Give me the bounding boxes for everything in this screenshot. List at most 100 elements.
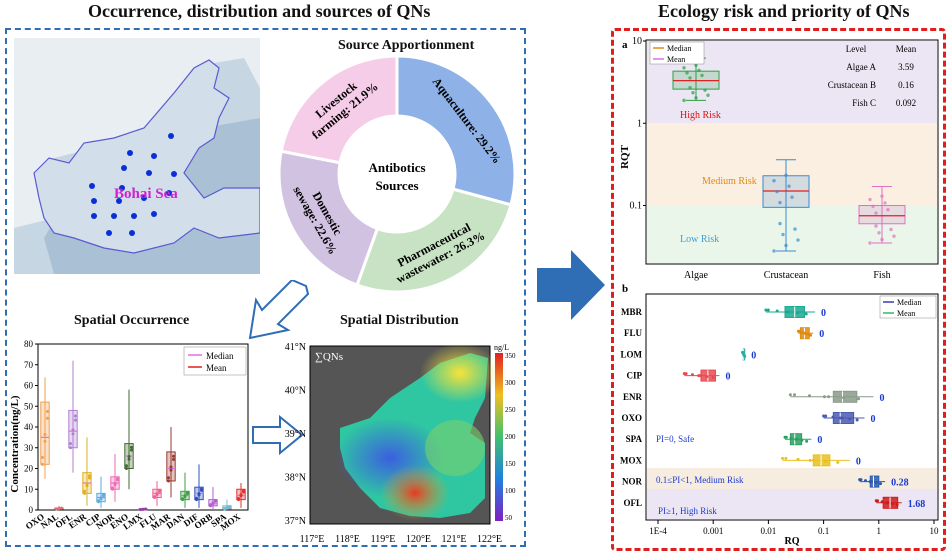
pi-value: 0	[821, 308, 826, 319]
x-tick-label: 0.1	[818, 526, 829, 536]
data-point	[43, 432, 47, 436]
data-point	[83, 491, 86, 495]
data-point	[764, 308, 768, 312]
y-tick-label: OXO	[621, 413, 642, 423]
occurrence-title: Spatial Occurrence	[74, 313, 190, 328]
data-point	[790, 195, 794, 199]
occ-legend-median: Median	[206, 351, 234, 361]
rqt-legend: Median Mean	[649, 41, 705, 65]
data-point	[700, 73, 704, 78]
data-point	[169, 465, 173, 469]
data-point	[144, 507, 147, 511]
data-point	[793, 393, 797, 397]
data-point	[69, 446, 72, 450]
label-b: b	[622, 283, 628, 295]
data-point	[877, 231, 881, 235]
medium-band-label: 0.1≤PI<1, Medium Risk	[656, 475, 744, 485]
pi-value: 0	[819, 329, 824, 340]
data-point	[74, 418, 77, 422]
data-point	[130, 445, 133, 449]
pi-value: 1.68	[908, 499, 926, 510]
data-point	[880, 500, 884, 504]
data-point	[805, 439, 809, 443]
data-point	[214, 499, 217, 503]
data-point	[225, 505, 229, 509]
data-point	[158, 488, 161, 492]
high-risk-label: High Risk	[680, 110, 721, 121]
data-point	[891, 502, 895, 506]
y-tick-label: OFL	[623, 498, 642, 508]
data-point	[169, 468, 173, 472]
data-point	[874, 211, 878, 215]
data-point	[827, 395, 831, 399]
data-point	[859, 478, 863, 482]
data-point	[775, 309, 779, 313]
sampling-sites	[89, 133, 177, 236]
data-point	[183, 494, 187, 498]
data-point	[775, 189, 779, 194]
data-point	[690, 373, 694, 377]
lat-label: 41°N	[285, 342, 306, 353]
source-donut: Aquaculture: 29.2%Pharmaceuticalwastewat…	[277, 54, 517, 294]
rq-chart: b PI=0, Safe 0.1≤PI<1, Medium Risk PI≥1,…	[620, 283, 940, 547]
y-tick-label: LOM	[621, 349, 643, 359]
data-point	[694, 63, 698, 67]
y-tick-label: CIP	[627, 371, 643, 381]
data-point	[742, 352, 746, 356]
data-point	[41, 462, 44, 466]
y-tick-label: 50	[24, 401, 34, 411]
data-point	[766, 308, 770, 312]
data-point	[55, 507, 58, 511]
data-point	[211, 501, 215, 505]
lat-label: 40°N	[285, 386, 306, 397]
data-point	[181, 497, 184, 501]
distribution-map-label: ∑QNs	[315, 351, 343, 363]
rq-xlabel: RQ	[785, 536, 800, 547]
data-point	[797, 329, 801, 333]
data-point	[796, 238, 800, 242]
colorbar-tick-label: 300	[505, 379, 516, 387]
data-point	[74, 414, 77, 418]
data-point	[239, 493, 243, 497]
data-point	[172, 454, 175, 458]
mean-table-row-level: Crustacean B	[828, 80, 876, 90]
data-point	[874, 224, 878, 228]
mean-table-row-level: Fish C	[852, 98, 876, 108]
data-point	[688, 76, 692, 80]
lon-label: 119°E	[371, 534, 396, 545]
data-point	[111, 486, 114, 490]
data-point	[876, 499, 880, 503]
data-point	[836, 460, 840, 464]
data-point	[804, 312, 808, 316]
data-point	[796, 457, 800, 461]
source-title: Source Apportionment	[338, 38, 475, 53]
high-band-label: PI≥1, High Risk	[658, 506, 717, 516]
lat-label: 38°N	[285, 473, 306, 484]
lon-label: 121°E	[441, 534, 466, 545]
data-point	[868, 241, 872, 245]
label-a: a	[622, 39, 628, 51]
donut-center-line2: Sources	[375, 178, 418, 193]
x-tick-label: 0.001	[703, 526, 723, 536]
data-point	[808, 458, 812, 462]
data-point	[102, 493, 105, 497]
y-tick-label: 70	[24, 360, 34, 370]
data-point	[856, 397, 860, 401]
x-tick-label: Algae	[684, 270, 708, 281]
data-point	[784, 310, 788, 314]
data-point	[855, 418, 859, 422]
data-point	[127, 455, 131, 459]
data-point	[789, 436, 793, 440]
data-point	[795, 437, 799, 441]
y-tick-label: ENR	[623, 392, 643, 402]
y-tick-label: FLU	[624, 328, 643, 338]
data-point	[688, 85, 692, 90]
left-panel	[5, 28, 526, 547]
colorbar-tick-label: 100	[505, 487, 516, 495]
pi-value: 0	[856, 456, 861, 467]
mean-table-row-mean: 0.16	[898, 80, 914, 90]
data-point	[699, 374, 703, 378]
data-point	[97, 499, 100, 503]
x-tick-label: 10	[930, 526, 940, 536]
